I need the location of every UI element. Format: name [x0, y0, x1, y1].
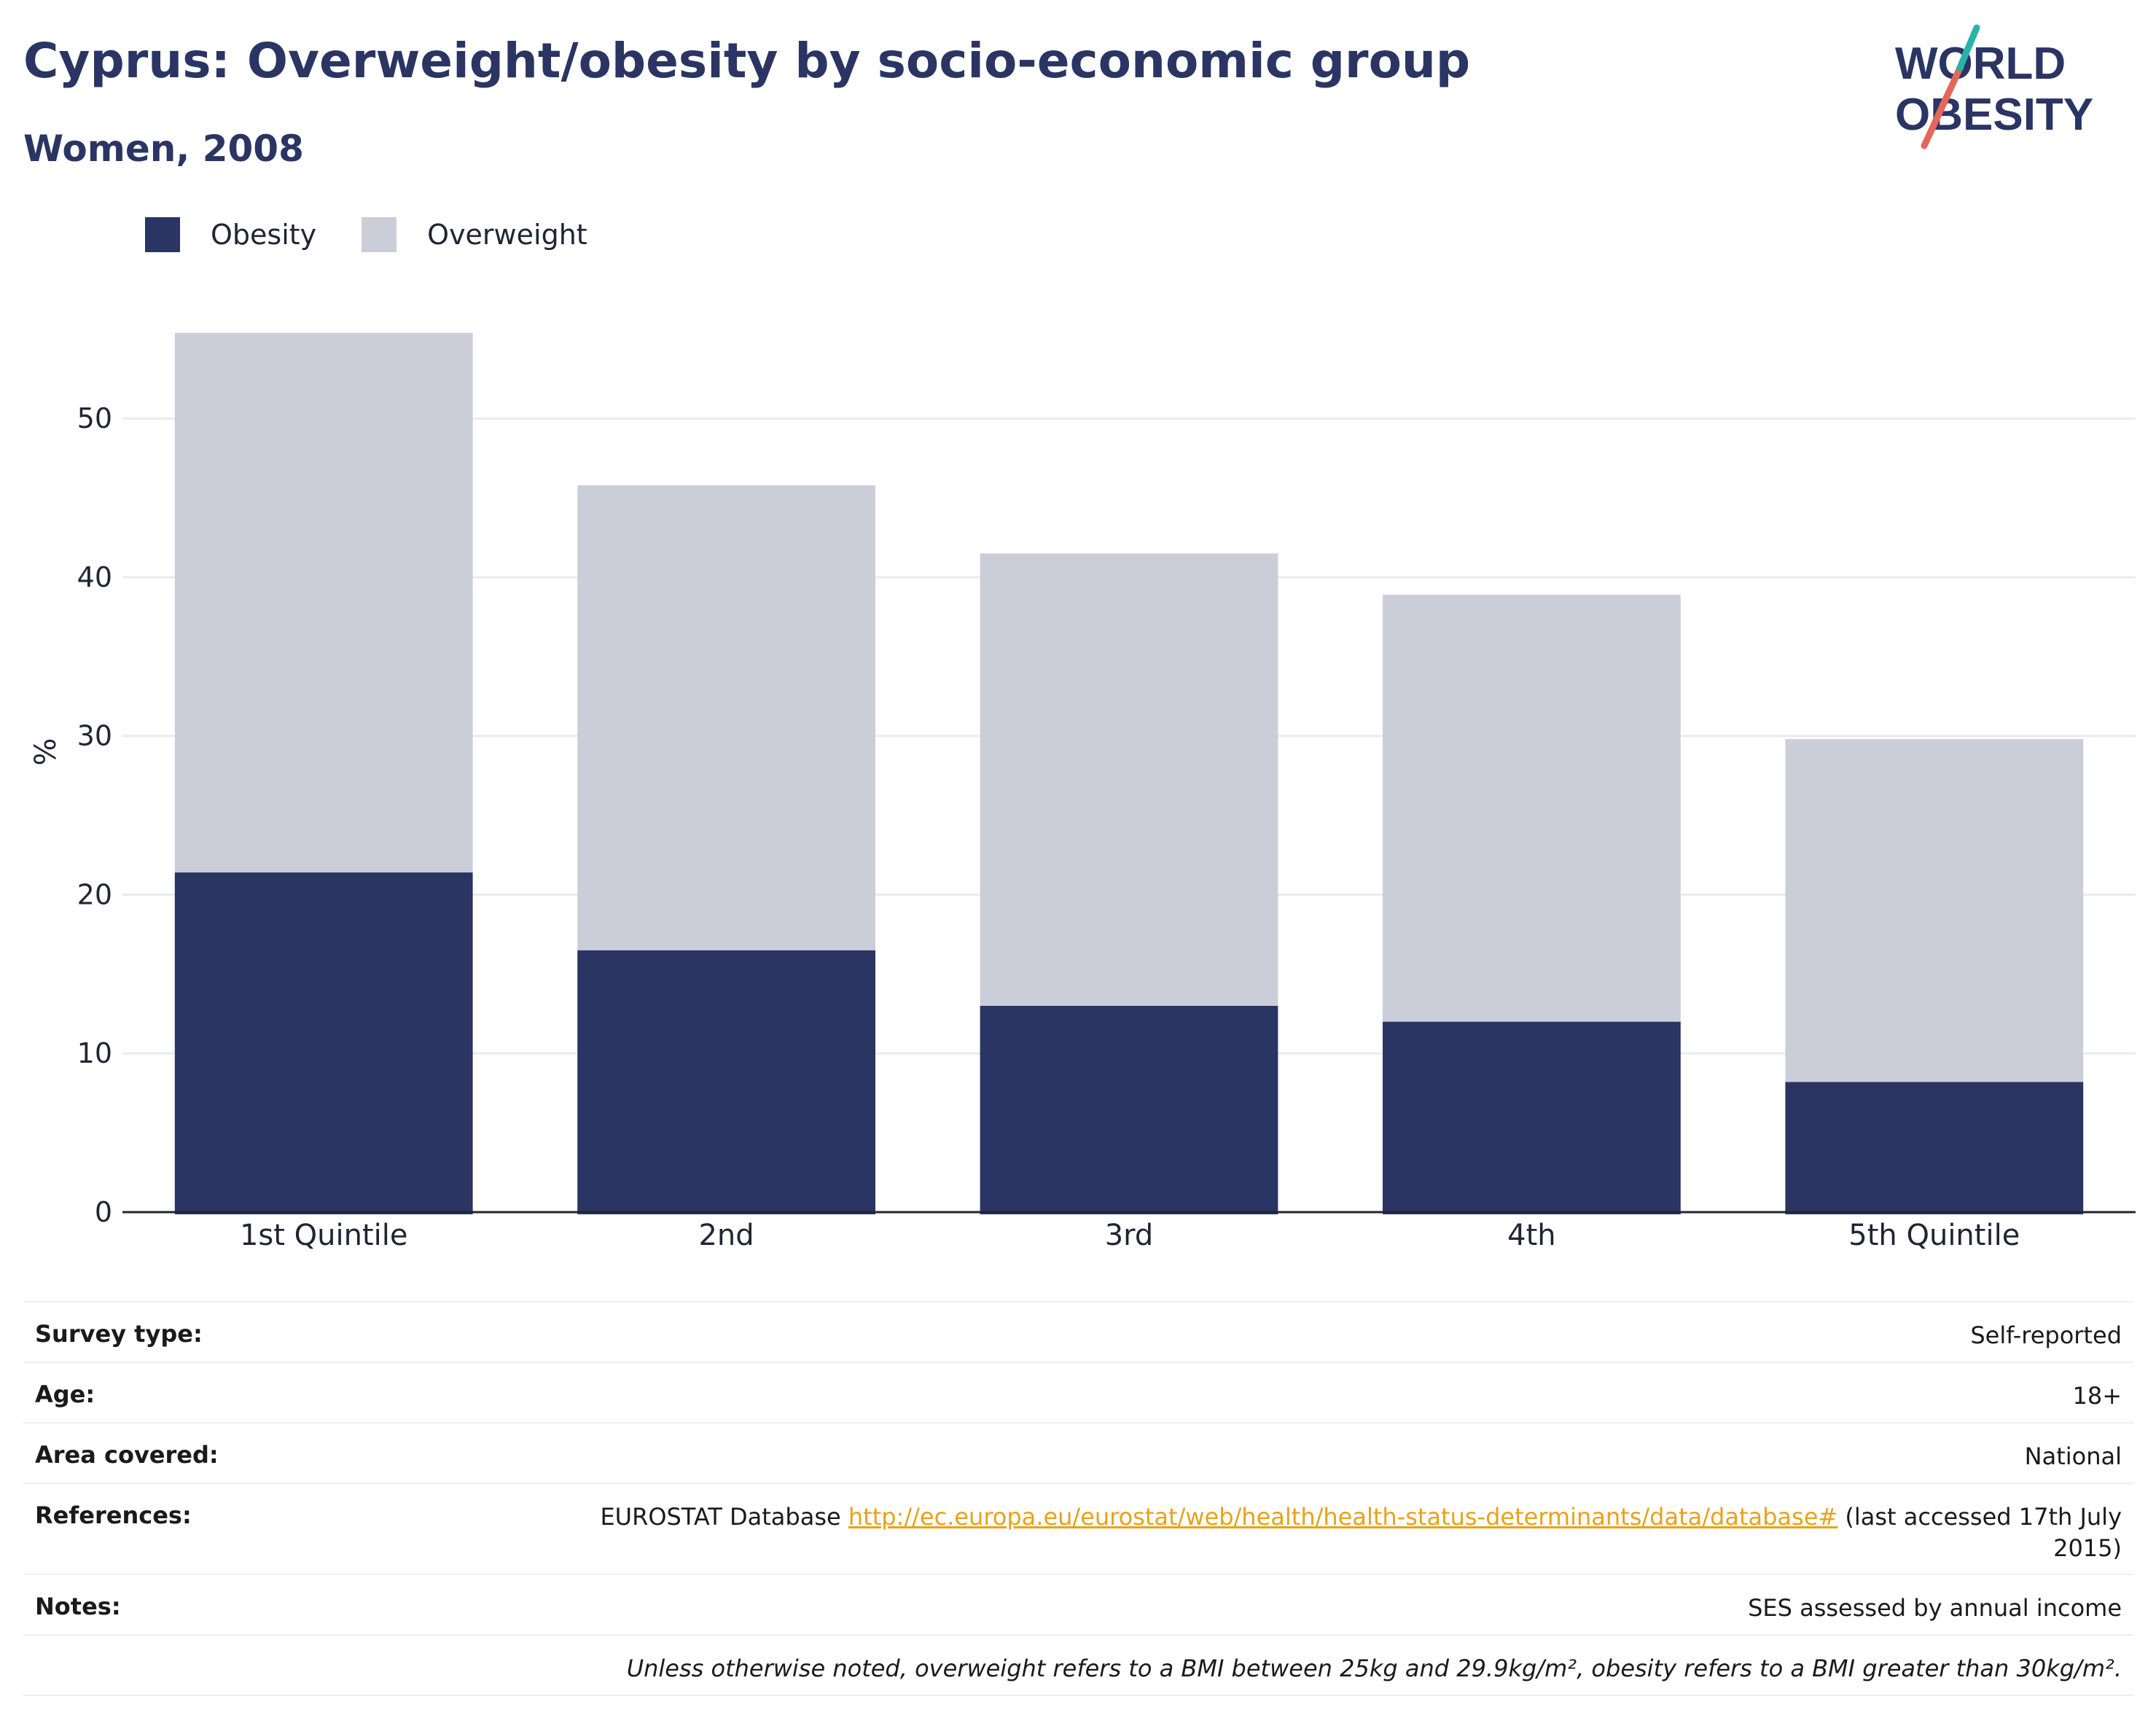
y-tick-label: 50: [77, 402, 112, 434]
bar-obesity: [1785, 1082, 2084, 1214]
bar-obesity: [174, 872, 473, 1214]
logo-slash-top: [1954, 24, 1980, 77]
info-row-survey-type: Survey type: Self-reported: [23, 1301, 2133, 1362]
page-title: Cyprus: Overweight/obesity by socio-econ…: [23, 33, 1471, 89]
references-value: EUROSTAT Database http://ec.europa.eu/eu…: [600, 1501, 2122, 1564]
table-bottom-rule: [23, 1695, 2133, 1696]
legend-item-overweight[interactable]: Overweight: [362, 217, 587, 252]
x-tick-label: 4th: [1507, 1219, 1555, 1252]
survey-type-label: Survey type:: [35, 1320, 203, 1348]
age-label: Age:: [35, 1380, 95, 1408]
info-row-notes: Notes: SES assessed by annual income: [23, 1574, 2133, 1634]
notes-value: SES assessed by annual income: [1748, 1594, 2122, 1622]
x-tick-label: 2nd: [698, 1219, 754, 1252]
legend-label-overweight: Overweight: [427, 219, 587, 251]
y-tick-label: 0: [95, 1196, 112, 1228]
x-tick-label: 5th Quintile: [1848, 1219, 2020, 1252]
info-row-age: Age: 18+: [23, 1362, 2133, 1422]
references-prefix: EUROSTAT Database: [600, 1503, 848, 1531]
bar-overweight: [1383, 594, 1681, 1022]
bar-overweight: [577, 485, 875, 950]
info-row-area: Area covered: National: [23, 1422, 2133, 1483]
chart-legend: Obesity Overweight: [145, 217, 633, 252]
x-tick-label: 3rd: [1105, 1219, 1154, 1252]
references-suffix-line2: 2015): [2053, 1534, 2122, 1563]
info-row-references: References: EUROSTAT Database http://ec.…: [23, 1483, 2133, 1574]
x-tick-label: 1st Quintile: [240, 1219, 408, 1252]
page-subtitle: Women, 2008: [23, 128, 304, 170]
area-label: Area covered:: [35, 1441, 219, 1469]
legend-swatch-overweight: [362, 217, 397, 252]
y-tick-label: 30: [77, 720, 112, 752]
y-tick-label: 40: [77, 561, 112, 593]
logo-line-obesity: OBESITY: [1895, 90, 2093, 140]
survey-type-value: Self-reported: [1970, 1321, 2122, 1349]
legend-item-obesity[interactable]: Obesity: [145, 217, 316, 252]
bar-obesity: [1383, 1021, 1681, 1214]
y-tick-label: 20: [77, 878, 112, 910]
bar-obesity: [577, 950, 875, 1214]
bar-overweight: [174, 332, 473, 872]
stacked-bar-chart: 0 10 20 30 40 50% 1st Quintile 2nd 3rd 4th 5th Qui…: [29, 332, 2136, 1252]
y-tick-label: 10: [77, 1037, 112, 1069]
legend-label-obesity: Obesity: [211, 219, 317, 251]
bar-overweight: [980, 553, 1278, 1006]
bar-overweight: [1785, 739, 2084, 1082]
info-row-disclaimer: Unless otherwise noted, overweight refer…: [23, 1634, 2133, 1695]
bar-obesity: [980, 1005, 1278, 1214]
age-value: 18+: [2072, 1382, 2122, 1410]
logo-line-world: WORLD: [1895, 39, 2066, 89]
disclaimer-text: Unless otherwise noted, overweight refer…: [626, 1655, 2122, 1682]
legend-swatch-obesity: [145, 217, 180, 252]
info-table: Survey type: Self-reported Age: 18+ Area…: [23, 1301, 2133, 1696]
references-label: References:: [35, 1501, 192, 1529]
y-axis-title: %: [29, 738, 63, 765]
notes-label: Notes:: [35, 1593, 121, 1620]
world-obesity-logo: WORLD OBESITY: [1895, 24, 2093, 149]
area-value: National: [2024, 1442, 2122, 1470]
references-link[interactable]: http://ec.europa.eu/eurostat/web/health/…: [848, 1503, 1838, 1531]
logo-slash-bottom: [1921, 69, 1961, 149]
references-suffix-line1: (last accessed 17th July: [1837, 1503, 2122, 1531]
